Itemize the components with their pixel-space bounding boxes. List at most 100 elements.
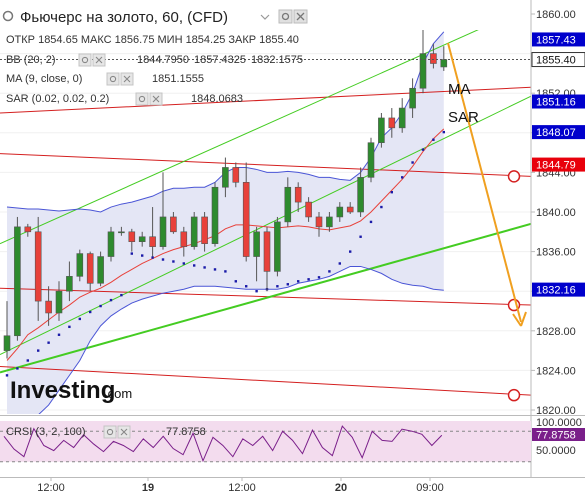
candle-up	[211, 182, 219, 247]
candle-body	[430, 53, 437, 64]
close-icon[interactable]	[149, 92, 163, 106]
candle-body	[201, 216, 208, 244]
sar-dot	[161, 258, 165, 261]
candle-body	[305, 201, 312, 218]
ma-annotation: MA	[448, 81, 471, 98]
price-tick-label: 1820.00	[536, 405, 576, 417]
candle-down	[263, 226, 271, 292]
candle-up	[409, 78, 416, 118]
gear-icon[interactable]	[135, 92, 149, 106]
sar-dot	[203, 266, 206, 269]
candle-body	[222, 167, 229, 188]
time-tick-label: 20	[335, 482, 347, 494]
chevron-down-icon[interactable]	[260, 14, 270, 20]
candle-down	[346, 202, 354, 214]
bollinger-band-fill	[7, 31, 444, 414]
sar-dot	[349, 250, 352, 253]
candle-down	[388, 108, 396, 138]
candle-down	[305, 197, 312, 222]
time-axis: 12:00 19 12:00 20 09:00	[37, 477, 444, 494]
crsi-line	[3, 425, 443, 463]
candle-up	[190, 212, 198, 250]
sar-dot	[317, 276, 321, 279]
sar-dot	[99, 304, 102, 308]
gear-icon[interactable]	[103, 425, 117, 439]
candle-body	[388, 117, 396, 129]
price-tick-label: 1860.00	[536, 9, 576, 21]
candle-up	[76, 249, 84, 282]
sar-dot	[401, 176, 404, 179]
price-tag-bg	[532, 125, 585, 140]
sar-dot	[120, 293, 123, 297]
price-tick-label: 1840.00	[536, 207, 576, 219]
crsi-label: CRSI (3, 2, 100)	[6, 426, 85, 438]
sar-dot	[213, 268, 217, 271]
sar-dot	[411, 161, 414, 164]
candle-body	[263, 231, 271, 272]
price-tag-bg	[532, 94, 585, 109]
candle-up	[367, 137, 375, 183]
candle-body	[149, 236, 156, 247]
candle-up	[66, 261, 73, 302]
candle-up	[3, 301, 11, 359]
sar-dot	[442, 130, 445, 134]
close-icon[interactable]	[293, 9, 308, 24]
candle-body	[34, 231, 42, 302]
close-icon[interactable]	[120, 72, 134, 86]
gear-icon[interactable]	[106, 72, 120, 86]
gear-icon[interactable]	[78, 53, 92, 67]
candle-down	[34, 216, 42, 321]
green-channel-upper	[0, 30, 479, 245]
sar-label: SAR (0.02, 0.02, 0.2)	[6, 93, 109, 105]
sar-dot	[234, 280, 237, 283]
candle-body	[274, 221, 281, 272]
green-channel-lines	[0, 30, 531, 374]
price-tick-label: 1828.00	[536, 326, 576, 338]
ohlc-values: ОТКР 1854.65 МАКС 1856.75 МИН 1854.25 ЗА…	[6, 34, 299, 46]
candle-body	[211, 186, 219, 244]
candle-up	[357, 167, 364, 217]
sar-dot	[78, 317, 81, 321]
candle-body	[409, 87, 416, 109]
time-tick-label: 19	[142, 482, 154, 494]
time-tick-label: 12:00	[228, 482, 256, 494]
moving-average-line	[6, 128, 445, 361]
close-icon[interactable]	[92, 53, 106, 67]
candlesticks	[3, 30, 448, 359]
sar-dot	[359, 235, 362, 238]
candle-down	[242, 162, 250, 262]
sar-dot	[390, 191, 393, 194]
close-icon[interactable]	[117, 425, 131, 439]
sar-dot	[276, 285, 279, 288]
candle-body	[14, 226, 21, 337]
red-channel-line	[0, 365, 531, 396]
candle-body	[128, 231, 136, 243]
sar-dot	[130, 252, 133, 255]
sar-dot	[16, 367, 19, 370]
ma-value: 1851.1555	[152, 73, 204, 85]
candle-up	[159, 172, 167, 250]
candle-body	[242, 182, 250, 257]
candle-body	[336, 206, 344, 218]
logo-suffix: .com	[104, 386, 132, 401]
sar-dot	[297, 280, 300, 283]
investing-logo: Investing .com	[10, 377, 132, 404]
candle-body	[284, 186, 292, 223]
crsi-value: 77.8758	[166, 426, 206, 438]
indicator-legend-sar: SAR (0.02, 0.02, 0.2) 1848.0683	[6, 92, 243, 106]
candle-down	[170, 212, 177, 234]
target-circle	[507, 170, 521, 183]
candle-body	[180, 231, 188, 247]
price-tag-bg	[532, 282, 585, 297]
gear-icon[interactable]	[278, 9, 293, 24]
candle-body	[45, 300, 52, 314]
candle-body	[315, 216, 323, 228]
candle-up	[336, 202, 344, 222]
candle-down	[24, 223, 32, 237]
target-circles	[507, 170, 521, 402]
sar-dot	[89, 310, 92, 314]
candle-body	[66, 276, 73, 292]
instrument-icon	[2, 10, 14, 22]
forecast-arrow	[447, 42, 527, 327]
